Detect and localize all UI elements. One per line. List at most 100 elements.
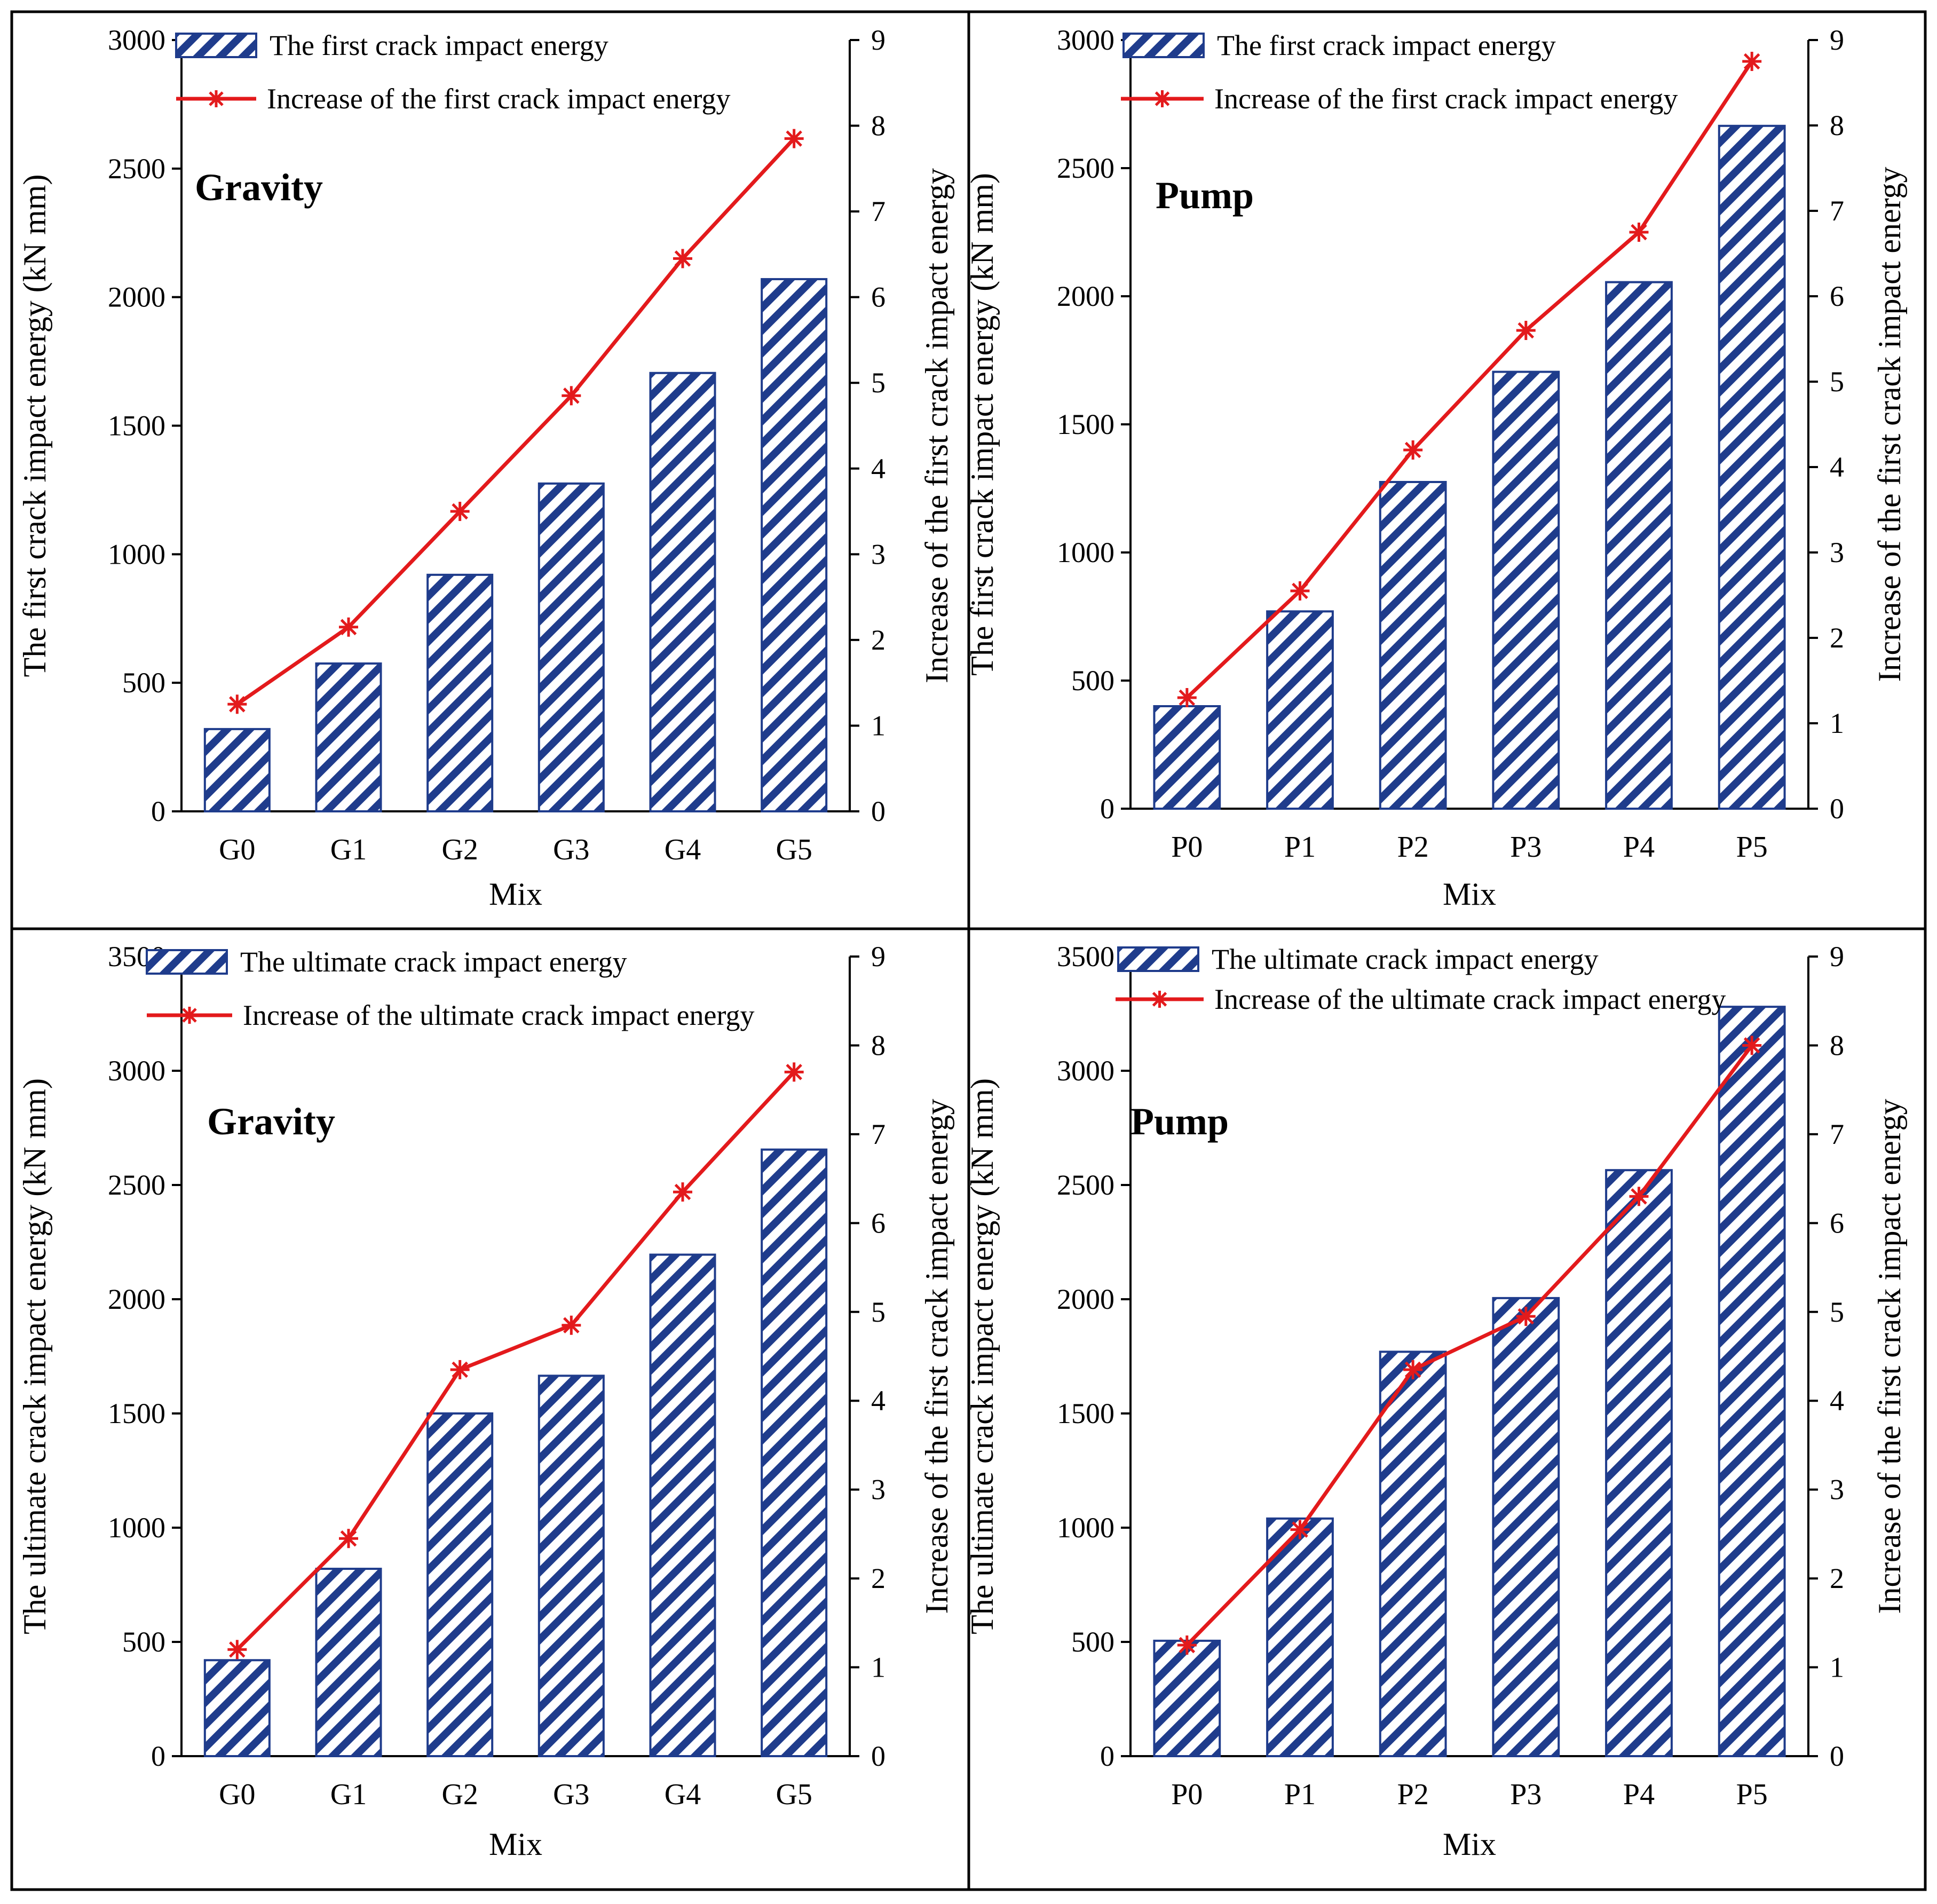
y-tick-label-left: 3000 xyxy=(1057,1055,1114,1087)
legend: The ultimate crack impact energy Increase… xyxy=(146,946,755,1031)
y-tick-label-right: 8 xyxy=(871,1029,886,1061)
y-tick-label-left: 1500 xyxy=(108,1397,165,1429)
bar xyxy=(1266,610,1334,810)
line-point xyxy=(1177,1635,1197,1655)
y-tick-label-right: 3 xyxy=(1830,536,1844,568)
bar xyxy=(1605,1169,1673,1757)
y-axis-title-right: Increase of the first crack impact energ… xyxy=(1872,1099,1907,1614)
x-tick-label: P3 xyxy=(1510,1778,1541,1811)
legend-line-marker xyxy=(208,90,225,107)
legend-label-line: Increase of the first crack impact energ… xyxy=(1214,83,1678,115)
x-tick-label: P4 xyxy=(1623,1778,1655,1811)
legend-label-line: Increase of the ultimate crack impact en… xyxy=(1214,983,1726,1015)
y-tick-label-left: 500 xyxy=(1071,1626,1114,1658)
x-tick-label: G5 xyxy=(776,833,812,866)
line-point xyxy=(1516,321,1536,340)
y-tick-label-right: 5 xyxy=(871,1296,886,1328)
line-point xyxy=(1629,223,1649,242)
y-tick-label-right: 3 xyxy=(1830,1474,1844,1506)
y-tick-label-left: 1500 xyxy=(108,410,165,442)
y-tick-label-right: 0 xyxy=(871,1740,886,1772)
line-point xyxy=(673,1182,692,1202)
y-tick-label-left: 1000 xyxy=(108,1512,165,1544)
x-tick-label: G2 xyxy=(441,1778,478,1811)
panel-annotation: Gravity xyxy=(207,1100,335,1143)
y-axis-title-right: Increase of the first crack impact energ… xyxy=(919,1099,954,1614)
y-tick-label-left: 500 xyxy=(122,667,165,699)
y-tick-label-right: 2 xyxy=(871,1562,886,1594)
y-axis-title-right: Increase of the first crack impact energ… xyxy=(919,168,954,683)
legend-label-bar: The first crack impact energy xyxy=(1217,29,1556,61)
bar xyxy=(537,482,605,812)
y-tick-label-right: 3 xyxy=(871,538,886,570)
legend-line-marker xyxy=(1153,90,1171,107)
bar xyxy=(1605,281,1673,810)
y-tick-label-right: 6 xyxy=(1830,1207,1844,1239)
y-tick-label-right: 8 xyxy=(1830,109,1844,141)
line-point xyxy=(784,1062,804,1082)
bar xyxy=(1718,124,1786,810)
x-tick-label: P5 xyxy=(1736,1778,1768,1811)
bar xyxy=(761,1148,828,1757)
line-point xyxy=(1290,581,1310,601)
bar xyxy=(203,1659,271,1757)
y-tick-label-right: 6 xyxy=(1830,280,1844,312)
y-tick-label-right: 1 xyxy=(1830,1652,1844,1684)
y-axis-title-left: The first crack impact energy (kN mm) xyxy=(17,175,52,677)
x-tick-label: P1 xyxy=(1284,1778,1316,1811)
line-series xyxy=(235,1070,796,1651)
x-axis-title: Mix xyxy=(489,876,542,912)
y-tick-label-right: 4 xyxy=(871,1385,886,1417)
chart-panel-bottom-left: 05001000150020002500300035000123456789G0… xyxy=(17,941,954,1862)
line-point xyxy=(1403,1360,1423,1379)
x-tick-label: P0 xyxy=(1171,831,1203,864)
y-tick-label-left: 1000 xyxy=(1057,1512,1114,1544)
bar xyxy=(1153,705,1221,810)
bar xyxy=(1379,1350,1447,1757)
x-tick-label: P5 xyxy=(1736,831,1768,864)
y-tick-label-right: 9 xyxy=(871,24,886,56)
y-tick-label-right: 0 xyxy=(871,795,886,827)
legend-label-line: Increase of the ultimate crack impact en… xyxy=(243,999,755,1031)
y-tick-label-left: 0 xyxy=(1100,793,1114,825)
x-axis-title: Mix xyxy=(489,1827,542,1862)
bar xyxy=(1492,1297,1560,1758)
line-point xyxy=(1629,1187,1649,1206)
bar xyxy=(649,372,716,812)
line-point xyxy=(227,1640,247,1660)
line-point xyxy=(562,386,581,406)
y-tick-label-right: 5 xyxy=(871,367,886,399)
panel-annotation: Gravity xyxy=(195,166,323,209)
y-tick-label-left: 3000 xyxy=(108,24,165,56)
y-tick-label-right: 5 xyxy=(1830,366,1844,398)
legend-label-line: Increase of the first crack impact energ… xyxy=(267,83,731,115)
y-tick-label-right: 8 xyxy=(871,110,886,142)
bar xyxy=(315,662,382,812)
bar xyxy=(426,573,494,813)
y-tick-label-left: 3000 xyxy=(108,1055,165,1087)
line-point xyxy=(784,129,804,148)
legend-line-marker xyxy=(181,1007,198,1024)
y-tick-label-right: 7 xyxy=(871,1118,886,1150)
y-tick-label-right: 7 xyxy=(871,195,886,227)
legend: The first crack impact energy Increase of… xyxy=(175,29,731,115)
y-tick-label-right: 2 xyxy=(1830,622,1844,654)
y-tick-label-left: 2000 xyxy=(1057,280,1114,312)
legend-label-bar: The ultimate crack impact energy xyxy=(1212,943,1599,975)
x-tick-label: G4 xyxy=(665,1778,701,1811)
y-tick-label-right: 9 xyxy=(871,941,886,973)
y-tick-label-left: 2000 xyxy=(1057,1283,1114,1315)
x-tick-label: G3 xyxy=(553,833,589,866)
y-tick-label-right: 4 xyxy=(1830,1385,1844,1417)
bar xyxy=(1379,481,1447,810)
legend: The ultimate crack impact energy Increase… xyxy=(1116,943,1726,1015)
legend: The first crack impact energy Increase of… xyxy=(1121,29,1678,115)
legend-bar-swatch xyxy=(175,33,257,58)
bar xyxy=(1718,1006,1786,1757)
x-tick-label: G2 xyxy=(441,833,478,866)
y-tick-label-right: 6 xyxy=(871,1207,886,1239)
x-tick-label: P0 xyxy=(1171,1778,1203,1811)
x-tick-label: G3 xyxy=(553,1778,589,1811)
y-tick-label-left: 500 xyxy=(122,1626,165,1658)
y-tick-label-left: 2500 xyxy=(108,1169,165,1201)
